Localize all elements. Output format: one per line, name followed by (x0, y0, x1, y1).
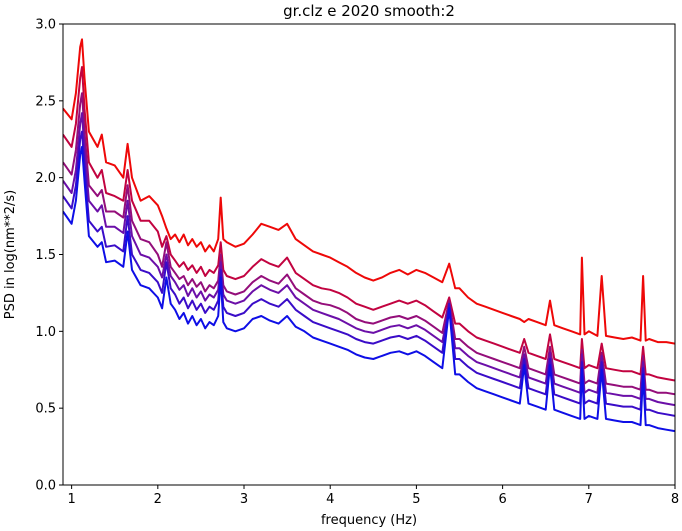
series-line-1 (63, 38, 675, 345)
x-tick-label: 3 (240, 492, 248, 507)
x-tick-label: 4 (326, 492, 334, 507)
x-tick-label: 6 (498, 492, 506, 507)
y-tick-label: 2.5 (35, 94, 56, 109)
y-tick-label: 0.0 (35, 479, 56, 494)
y-tick-label: 2.0 (35, 171, 56, 186)
y-tick-label: 0.5 (35, 402, 56, 417)
x-tick-label: 7 (585, 492, 593, 507)
series-line-6 (63, 145, 675, 433)
series-layer (63, 38, 675, 433)
x-tick-label: 1 (67, 492, 75, 507)
y-axis-label: PSD in log(nm**2/s) (3, 190, 18, 320)
x-tick-label: 2 (154, 492, 162, 507)
chart-title: gr.clz e 2020 smooth:2 (283, 2, 455, 20)
plot-frame (62, 23, 676, 486)
x-axis: 1 2 3 4 5 6 7 8 (67, 485, 679, 507)
series-line-4 (63, 112, 675, 407)
y-tick-label: 3.0 (35, 18, 56, 33)
x-tick-label: 8 (671, 492, 679, 507)
y-tick-label: 1.0 (35, 325, 56, 340)
x-axis-label: frequency (Hz) (321, 513, 417, 528)
series-line-2 (63, 66, 675, 382)
x-tick-label: 5 (412, 492, 420, 507)
y-tick-label: 1.5 (35, 248, 56, 263)
y-axis: 0.0 0.5 1.0 1.5 2.0 2.5 3.0 (35, 18, 63, 494)
